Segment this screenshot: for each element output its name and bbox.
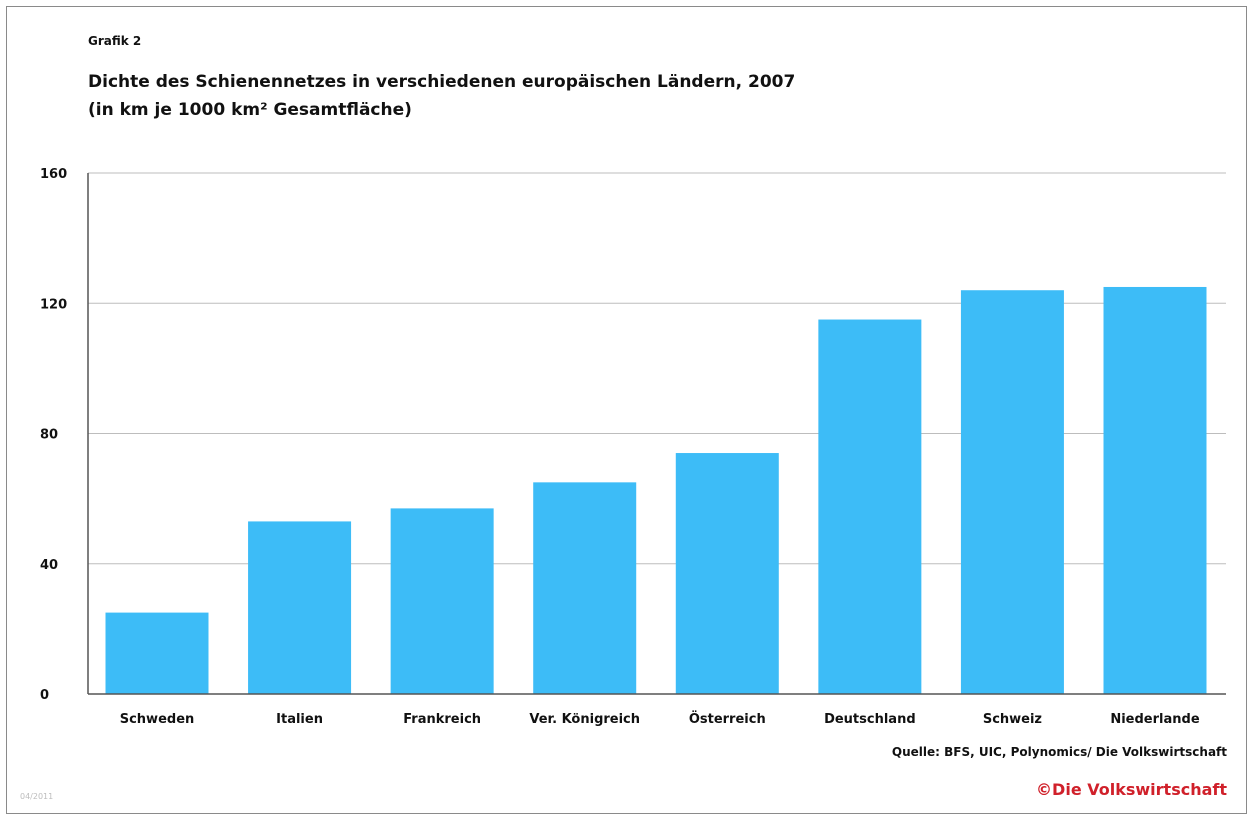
x-tick-label: Schweiz: [983, 712, 1042, 727]
x-tick-label: Deutschland: [824, 712, 916, 727]
axes: [87, 173, 1226, 695]
x-tick-label: Frankreich: [403, 712, 481, 727]
bar: [818, 319, 922, 694]
bar: [248, 521, 352, 694]
y-tick-label: 0: [40, 688, 49, 703]
chart-title: Dichte des Schienennetzes in verschieden…: [88, 72, 796, 92]
chart-subtitle: (in km je 1000 km² Gesamtfläche): [88, 100, 412, 120]
labels: 0 40 80 120 160 Schweden Italien Frankreich Ver.…: [40, 167, 1200, 727]
x-tick-label: Italien: [276, 712, 323, 727]
y-tick-label: 160: [40, 167, 67, 182]
bars: [105, 286, 1207, 694]
copyright-notice: ©Die Volkswirtschaft: [1036, 780, 1227, 799]
x-tick-label: Schweden: [120, 712, 195, 727]
bar: [675, 453, 779, 694]
bar: [1103, 286, 1207, 694]
x-tick-label: Österreich: [689, 711, 766, 727]
figure-label: Grafik 2: [88, 34, 142, 48]
bar: [960, 290, 1064, 694]
x-tick-label: Niederlande: [1110, 712, 1199, 727]
y-tick-label: 40: [40, 558, 58, 573]
source-note: Quelle: BFS, UIC, Polynomics/ Die Volksw…: [891, 745, 1227, 759]
y-tick-label: 120: [40, 297, 67, 312]
bar: [390, 508, 494, 694]
bar: [105, 612, 209, 694]
bar: [533, 482, 637, 694]
footer-code: 04/2011: [20, 792, 54, 801]
y-tick-label: 80: [40, 428, 58, 443]
x-tick-label: Ver. Königreich: [529, 712, 640, 727]
